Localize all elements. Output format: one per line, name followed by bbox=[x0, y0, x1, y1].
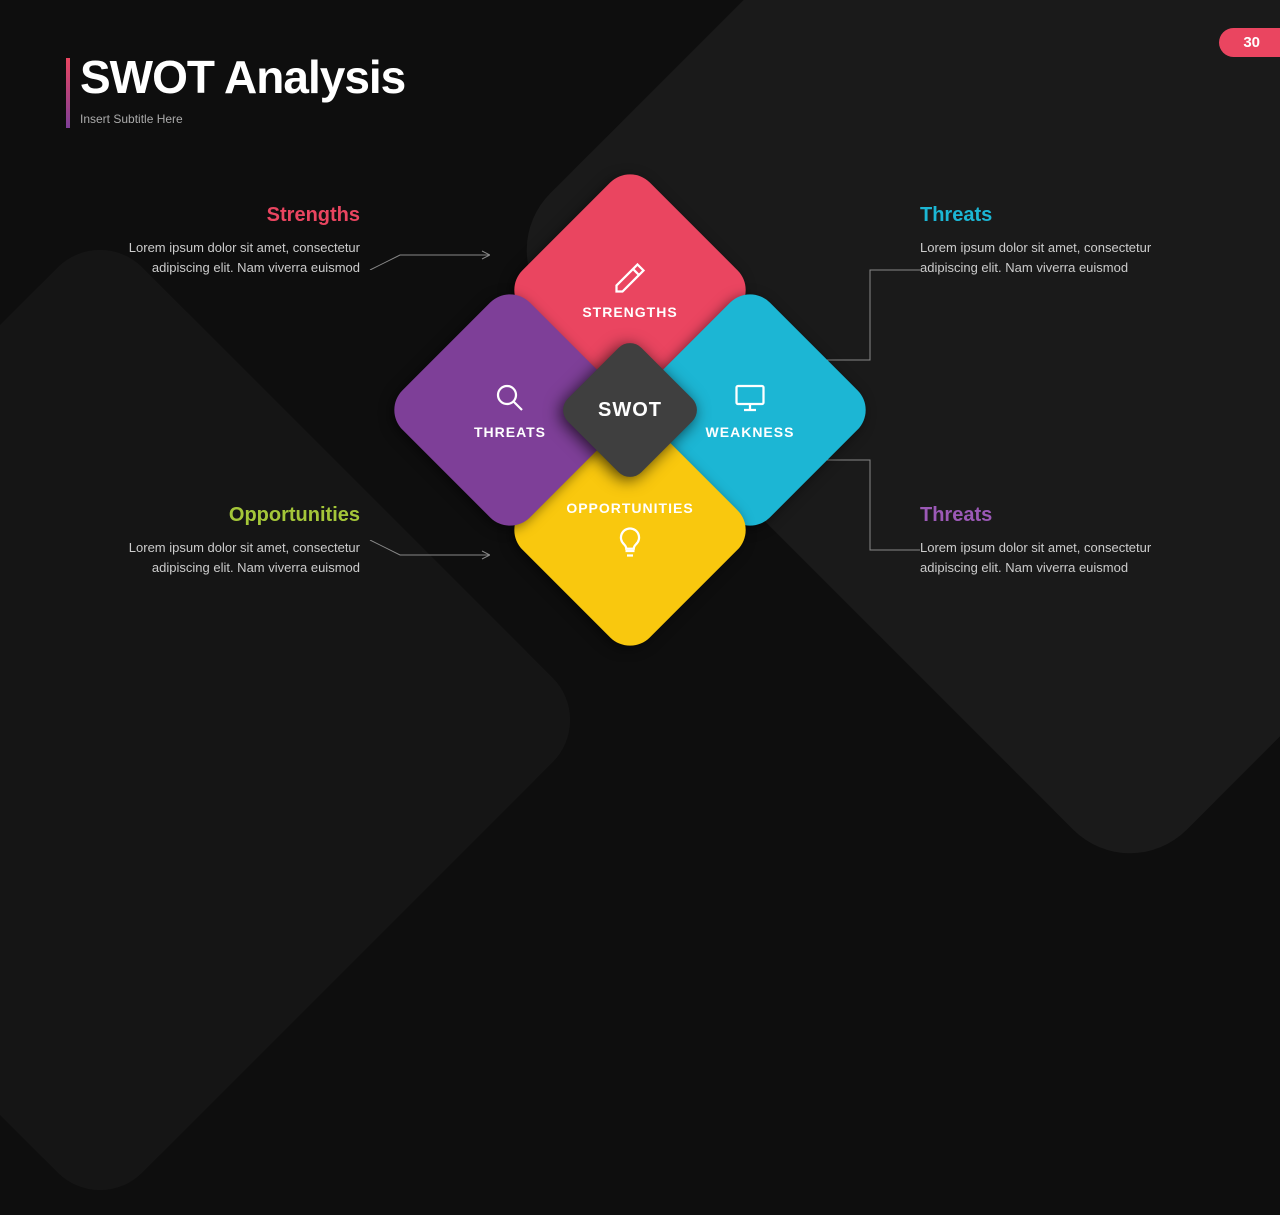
quadrant-label: OPPORTUNITIES bbox=[566, 500, 693, 516]
text-body: Lorem ipsum dolor sit amet, consectetur … bbox=[920, 538, 1180, 577]
text-title: Opportunities bbox=[100, 500, 360, 530]
text-title: Threats bbox=[920, 200, 1180, 230]
magnifier-icon bbox=[492, 380, 528, 416]
quadrant-label: STRENGTHS bbox=[582, 304, 677, 320]
page-subtitle: Insert Subtitle Here bbox=[80, 112, 405, 126]
title-block: SWOT Analysis Insert Subtitle Here bbox=[80, 50, 405, 126]
swot-diagram: STRENGTHS WEAKNESS OPPORTUNITIES THREATS… bbox=[420, 200, 840, 620]
pencil-icon bbox=[612, 260, 648, 296]
title-accent-bar bbox=[66, 58, 70, 128]
text-opportunities: Opportunities Lorem ipsum dolor sit amet… bbox=[100, 500, 360, 577]
page-title: SWOT Analysis bbox=[80, 50, 405, 104]
text-title: Strengths bbox=[100, 200, 360, 230]
center-diamond: SWOT bbox=[556, 336, 703, 483]
page-number-badge: 30 bbox=[1219, 28, 1280, 57]
text-strengths: Strengths Lorem ipsum dolor sit amet, co… bbox=[100, 200, 360, 277]
text-title: Threats bbox=[920, 500, 1180, 530]
text-threats-bottom: Threats Lorem ipsum dolor sit amet, cons… bbox=[920, 500, 1180, 577]
center-label: SWOT bbox=[578, 358, 682, 462]
text-body: Lorem ipsum dolor sit amet, consectetur … bbox=[100, 238, 360, 277]
text-threats-top: Threats Lorem ipsum dolor sit amet, cons… bbox=[920, 200, 1180, 277]
quadrant-label: WEAKNESS bbox=[706, 424, 795, 440]
monitor-icon bbox=[732, 380, 768, 416]
text-body: Lorem ipsum dolor sit amet, consectetur … bbox=[100, 538, 360, 577]
lightbulb-icon bbox=[612, 524, 648, 560]
text-body: Lorem ipsum dolor sit amet, consectetur … bbox=[920, 238, 1180, 277]
quadrant-label: THREATS bbox=[474, 424, 546, 440]
